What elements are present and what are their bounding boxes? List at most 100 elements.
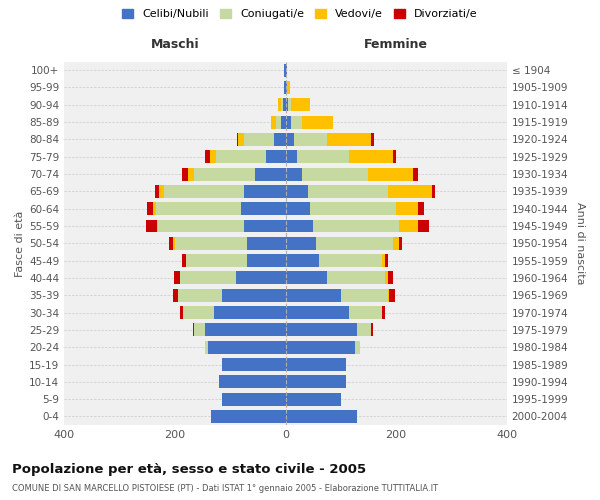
Bar: [316, 237, 394, 250]
Bar: [388, 185, 432, 198]
Bar: [281, 98, 283, 112]
Bar: [205, 340, 208, 353]
Bar: [286, 98, 288, 112]
Bar: [358, 324, 371, 336]
Bar: [283, 98, 286, 112]
Bar: [173, 289, 178, 302]
Bar: [286, 340, 355, 353]
Bar: [205, 324, 286, 336]
Bar: [146, 220, 157, 232]
Bar: [241, 202, 286, 215]
Bar: [371, 133, 374, 146]
Bar: [193, 324, 194, 336]
Bar: [385, 254, 388, 267]
Bar: [355, 340, 360, 353]
Bar: [418, 202, 424, 215]
Bar: [222, 358, 286, 371]
Bar: [175, 237, 247, 250]
Bar: [205, 150, 210, 163]
Bar: [244, 220, 286, 232]
Bar: [371, 324, 373, 336]
Bar: [286, 150, 296, 163]
Bar: [155, 185, 160, 198]
Bar: [158, 220, 244, 232]
Bar: [275, 116, 281, 128]
Bar: [418, 220, 429, 232]
Bar: [287, 81, 290, 94]
Legend: Celibi/Nubili, Coniugati/e, Vedovi/e, Divorziati/e: Celibi/Nubili, Coniugati/e, Vedovi/e, Di…: [119, 6, 481, 22]
Bar: [286, 272, 327, 284]
Bar: [284, 81, 286, 94]
Bar: [286, 133, 294, 146]
Bar: [327, 133, 371, 146]
Bar: [188, 168, 194, 180]
Bar: [294, 133, 327, 146]
Text: COMUNE DI SAN MARCELLO PISTOIESE (PT) - Dati ISTAT 1° gennaio 2005 - Elaborazion: COMUNE DI SAN MARCELLO PISTOIESE (PT) - …: [12, 484, 438, 493]
Bar: [244, 133, 274, 146]
Bar: [281, 116, 286, 128]
Bar: [238, 133, 244, 146]
Bar: [178, 289, 222, 302]
Bar: [266, 150, 286, 163]
Bar: [236, 272, 286, 284]
Bar: [182, 168, 188, 180]
Bar: [319, 254, 382, 267]
Bar: [286, 254, 319, 267]
Bar: [286, 376, 346, 388]
Bar: [349, 306, 382, 319]
Bar: [244, 185, 286, 198]
Bar: [302, 116, 332, 128]
Bar: [399, 220, 418, 232]
Bar: [286, 202, 310, 215]
Bar: [286, 324, 358, 336]
Y-axis label: Fasce di età: Fasce di età: [15, 210, 25, 276]
Bar: [194, 324, 205, 336]
Bar: [181, 272, 236, 284]
Bar: [222, 289, 286, 302]
Bar: [208, 340, 286, 353]
Bar: [217, 150, 266, 163]
Bar: [286, 116, 291, 128]
Bar: [310, 202, 396, 215]
Bar: [341, 289, 388, 302]
Bar: [368, 168, 413, 180]
Bar: [169, 237, 173, 250]
Text: Maschi: Maschi: [151, 38, 199, 51]
Bar: [399, 237, 401, 250]
Text: Femmine: Femmine: [364, 38, 428, 51]
Bar: [286, 81, 287, 94]
Bar: [286, 64, 287, 76]
Bar: [247, 237, 286, 250]
Bar: [214, 306, 286, 319]
Bar: [291, 98, 310, 112]
Bar: [237, 133, 238, 146]
Bar: [286, 306, 349, 319]
Bar: [210, 150, 217, 163]
Bar: [286, 168, 302, 180]
Bar: [271, 116, 275, 128]
Bar: [388, 272, 394, 284]
Bar: [194, 168, 255, 180]
Bar: [164, 185, 244, 198]
Bar: [284, 64, 286, 76]
Bar: [247, 254, 286, 267]
Bar: [222, 392, 286, 406]
Bar: [382, 254, 385, 267]
Bar: [308, 185, 388, 198]
Bar: [413, 168, 418, 180]
Bar: [160, 185, 164, 198]
Bar: [288, 98, 291, 112]
Bar: [157, 220, 158, 232]
Bar: [286, 237, 316, 250]
Bar: [349, 150, 394, 163]
Bar: [181, 306, 183, 319]
Bar: [183, 306, 214, 319]
Bar: [278, 98, 281, 112]
Bar: [286, 392, 341, 406]
Bar: [389, 289, 395, 302]
Bar: [286, 289, 341, 302]
Bar: [286, 185, 308, 198]
Bar: [155, 202, 241, 215]
Bar: [153, 202, 155, 215]
Bar: [173, 237, 175, 250]
